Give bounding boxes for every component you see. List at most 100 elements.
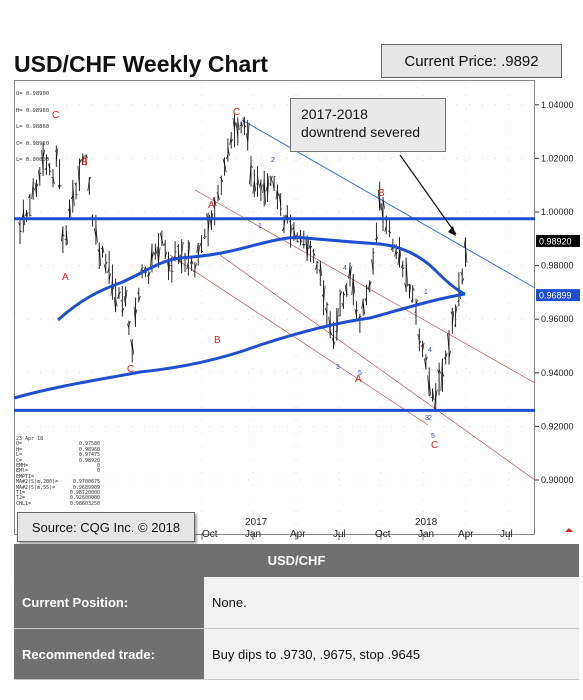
bar-open — [407, 283, 410, 286]
price-tag-label: 0.96899 — [539, 291, 572, 301]
ohlc-bar — [146, 271, 151, 285]
ohlc-bar — [226, 138, 230, 162]
channel-line — [169, 254, 429, 426]
ohlc-bar — [103, 253, 108, 274]
ohlc-bar — [245, 120, 250, 151]
bar-close — [138, 295, 141, 301]
bar-close — [366, 287, 369, 290]
bar-close — [22, 208, 26, 226]
ohlc-bar — [31, 178, 36, 200]
bar-open — [262, 179, 265, 194]
bar-close — [204, 236, 207, 238]
bar-close — [316, 261, 319, 264]
stats-key: L= — [16, 452, 23, 459]
bar-open — [252, 180, 255, 194]
bar-open — [57, 184, 60, 189]
bar-open — [278, 193, 282, 207]
y-tick-label: 1.04000 — [541, 100, 574, 110]
bar-open — [140, 267, 143, 272]
ohlc-bar — [397, 237, 402, 268]
ohlc-bar — [199, 235, 204, 254]
ohlc-bar — [427, 367, 432, 397]
ohlc-bar — [259, 179, 263, 201]
ohlc-bar — [420, 340, 425, 357]
bar-close — [303, 243, 306, 246]
wave-label: 3 — [425, 415, 429, 422]
bar-close — [240, 121, 243, 127]
channel-line — [194, 189, 536, 384]
bar-open — [335, 330, 337, 333]
position-label: Current Position: — [14, 577, 204, 628]
ohlc-bar — [341, 291, 346, 309]
stats-key: EMl= — [16, 468, 29, 475]
bar-open — [351, 274, 354, 296]
bar-close — [379, 200, 382, 210]
bar-close — [82, 155, 85, 163]
bar-close — [448, 350, 451, 359]
bar-close — [217, 193, 220, 201]
bar-open — [371, 259, 374, 273]
bar-open — [199, 242, 202, 248]
bar-open — [302, 243, 305, 246]
bar-open — [410, 298, 414, 302]
ohlc-bar — [447, 330, 451, 365]
stats-key: T1= — [16, 490, 26, 497]
wave-labels: C B A C C A B B A C 2 1 4 3 5 2 1 4 3 5 — [52, 107, 438, 451]
bar-close — [194, 263, 197, 270]
bar-open — [394, 248, 397, 257]
ohlc-bar — [133, 297, 138, 327]
bar-open — [37, 169, 41, 182]
bar-close — [405, 258, 408, 287]
bar-open — [77, 165, 80, 186]
year-label: 2017 — [245, 517, 268, 528]
bar-open — [404, 282, 407, 290]
bar-close — [168, 255, 171, 272]
stats-key: C= — [16, 457, 23, 464]
bar-close — [128, 320, 131, 326]
bar-open — [255, 183, 258, 185]
bar-open — [100, 247, 103, 250]
bar-open — [420, 344, 423, 347]
ohlc-bar — [84, 154, 88, 166]
y-tick-label: 0.96000 — [541, 314, 574, 324]
support-resistance-lines — [13, 154, 535, 412]
bar-close — [85, 154, 88, 159]
ohlc-bar — [57, 159, 62, 190]
bar-open — [41, 150, 44, 173]
ohlc-bar — [265, 173, 270, 202]
ohlc-bar — [176, 244, 181, 265]
bar-open — [123, 295, 126, 307]
chart-grid — [14, 82, 535, 533]
stats-row: H= 0.98960 — [16, 447, 100, 453]
wave-label: C — [127, 364, 134, 375]
bar-close — [451, 311, 455, 326]
bar-close — [224, 162, 227, 173]
ohlc-bar — [272, 176, 276, 191]
table-row: Recommended trade: Buy dips to .9730, .9… — [14, 628, 579, 679]
annotation-line-2: downtrend severed — [301, 124, 421, 140]
bar-open — [414, 311, 417, 314]
bar-open — [133, 306, 136, 325]
ohlc-bar — [262, 171, 267, 207]
bar-open — [156, 246, 159, 266]
x-tick-label: Oct — [375, 529, 391, 540]
wave-label: A — [62, 272, 69, 283]
source-box: Source: CQG Inc. © 2018 — [17, 512, 195, 542]
ohlc-bar — [90, 214, 95, 227]
bar-close — [102, 246, 105, 254]
ohlc-line: O= 0.98900 — [16, 91, 50, 97]
bar-close — [148, 271, 151, 277]
bar-open — [344, 284, 348, 295]
bar-close — [422, 342, 425, 351]
ohlc-bar — [367, 280, 372, 293]
bar-open — [463, 237, 466, 248]
bar-close — [428, 381, 432, 396]
bar-open — [288, 220, 291, 223]
bar-open — [325, 307, 328, 314]
bar-open — [440, 358, 443, 391]
ohlc-bar — [358, 313, 362, 333]
bar-open — [153, 251, 156, 256]
bar-close — [88, 176, 92, 181]
bar-open — [113, 296, 117, 312]
bar-open — [176, 245, 179, 248]
